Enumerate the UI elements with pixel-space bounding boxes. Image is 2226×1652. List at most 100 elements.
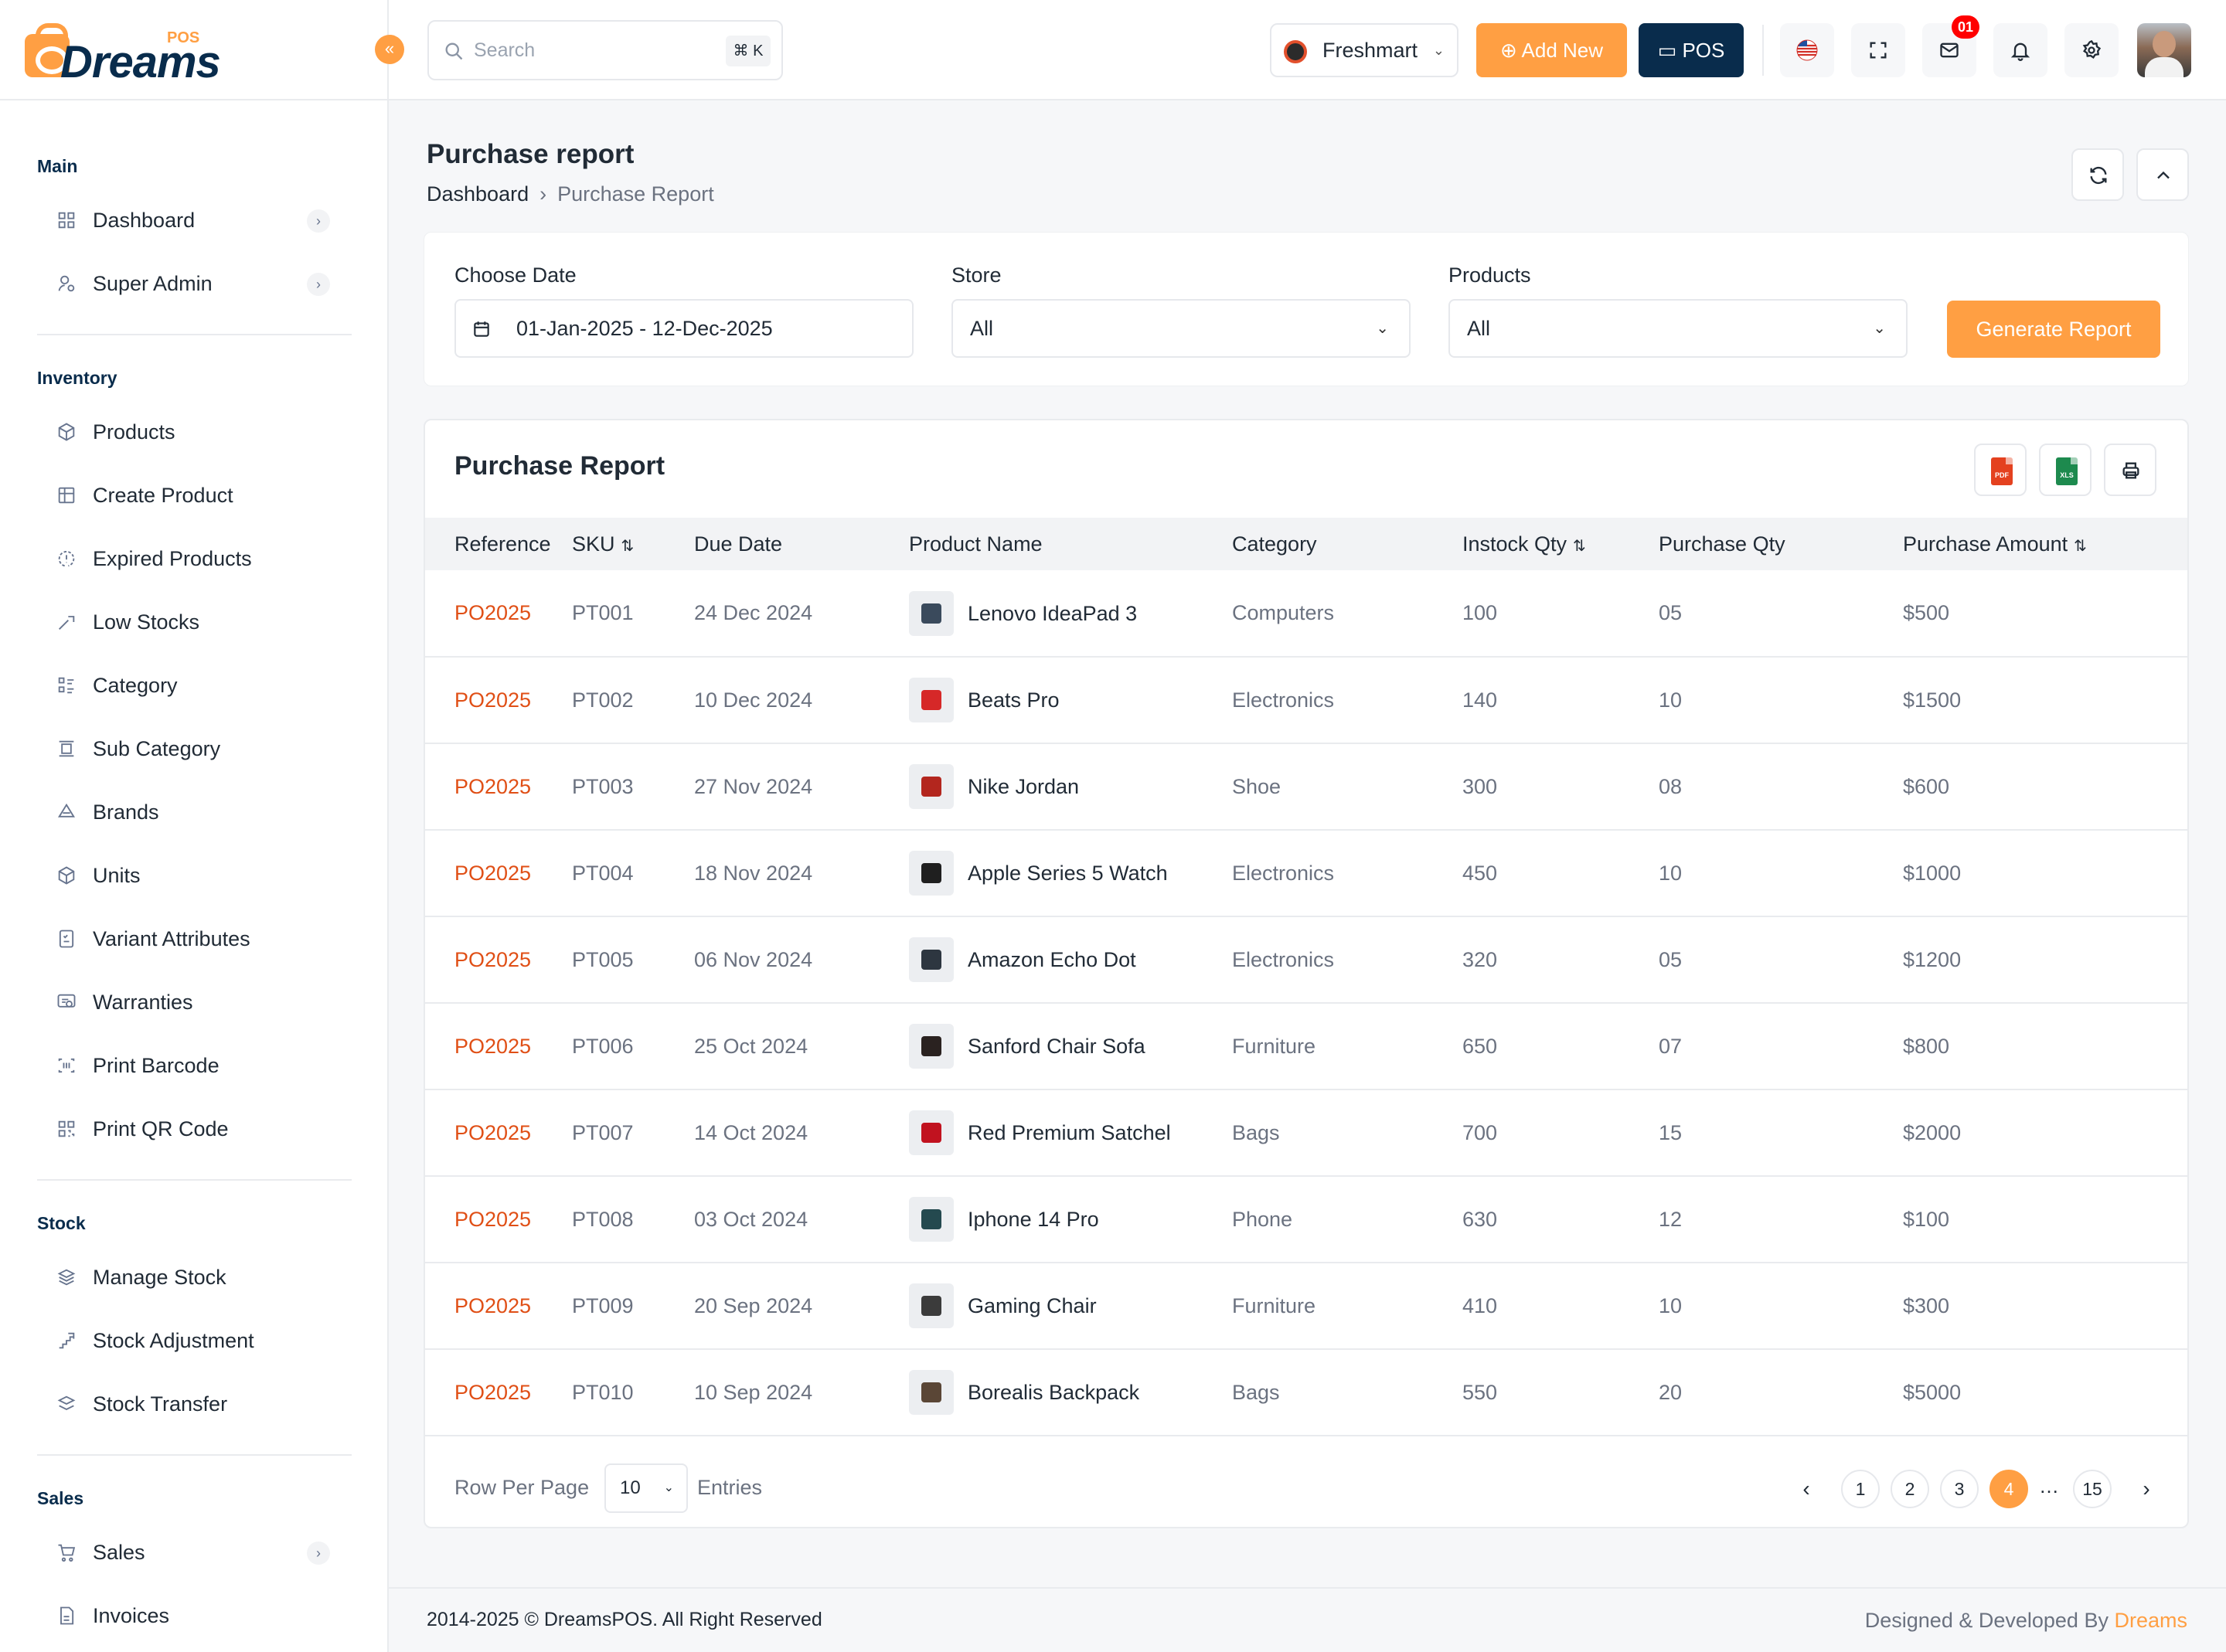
sidebar-item-stock-adjustment[interactable]: Stock Adjustment [0,1309,389,1372]
trending-down-icon [59,616,75,630]
page-title: Purchase report [427,139,635,169]
sidebar-item-products[interactable]: Products [0,400,389,464]
reference-link[interactable]: PO2025 [425,916,572,1004]
product-name[interactable]: Beats Pro [968,688,1060,712]
reference-link[interactable]: PO2025 [425,570,572,658]
sku-cell: PT007 [572,1089,694,1177]
fullscreen-button[interactable] [1851,23,1905,77]
search-box[interactable]: ⌘ K [427,20,783,80]
reference-link[interactable]: PO2025 [425,1003,572,1090]
sort-icon[interactable]: ⇅ [621,537,635,555]
sidebar-item-invoices[interactable]: Invoices [0,1584,389,1647]
language-button[interactable] [1780,23,1834,77]
box-icon [58,423,75,441]
products-select[interactable]: All ⌄ [1448,299,1908,358]
rows-per-page-select[interactable]: 10 ⌄ [604,1463,688,1513]
col-instock-qty[interactable]: Instock Qty ⇅ [1462,518,1659,570]
sidebar-item-label: Sales [93,1541,145,1564]
notifications-button[interactable] [1993,23,2047,77]
sidebar-item-sales[interactable]: Sales › [0,1521,389,1584]
product-name[interactable]: Red Premium Satchel [968,1121,1171,1144]
col-sku[interactable]: SKU ⇅ [572,518,694,570]
collapse-header-button[interactable] [2136,148,2189,201]
settings-button[interactable] [2064,23,2119,77]
sort-icon[interactable]: ⇅ [1573,537,1586,555]
sidebar-item-brands[interactable]: Brands [0,780,389,844]
due-date-cell: 27 Nov 2024 [694,743,909,831]
reference-link[interactable]: PO2025 [425,743,572,831]
sidebar-item-print-barcode[interactable]: Print Barcode [0,1034,389,1097]
bell-icon [2010,42,2030,61]
category-cell: Computers [1232,570,1462,658]
product-name[interactable]: Apple Series 5 Watch [968,862,1168,885]
table-row: PO2025 PT008 03 Oct 2024 Iphone 14 Pro Phone… [425,1176,2187,1263]
store-select-value: All [970,317,994,340]
collapse-sidebar-button[interactable]: « [375,35,404,64]
sidebar-item-super-admin[interactable]: Super Admin › [0,252,389,315]
sidebar-item-label: Stock Transfer [93,1392,228,1416]
sidebar-item-variant-attributes[interactable]: Variant Attributes [0,907,389,970]
page-1-button[interactable]: 1 [1841,1470,1880,1508]
reference-link[interactable]: PO2025 [425,830,572,917]
sidebar-item-expired-products[interactable]: Expired Products [0,527,389,590]
sidebar-divider [37,334,352,335]
product-thumbnail [909,590,954,636]
store-select[interactable]: All ⌄ [951,299,1411,358]
instock-qty-cell: 100 [1462,570,1659,658]
refresh-button[interactable] [2071,148,2124,201]
next-page-button[interactable]: › [2143,1477,2150,1501]
category-cell: Electronics [1232,916,1462,1004]
sort-icon[interactable]: ⇅ [2074,537,2087,555]
sidebar-item-manage-stock[interactable]: Manage Stock [0,1246,389,1309]
store-selector[interactable]: Freshmart ⌄ [1270,23,1458,77]
sidebar-item-sub-category[interactable]: Sub Category [0,717,389,780]
product-name[interactable]: Borealis Backpack [968,1381,1140,1404]
sidebar-item-print-qr-code[interactable]: Print QR Code [0,1097,389,1161]
pos-button[interactable]: ▭ POS [1639,23,1744,77]
page-2-button[interactable]: 2 [1891,1470,1929,1508]
sidebar-item-dashboard[interactable]: Dashboard › [0,189,389,252]
export-pdf-button[interactable]: PDF [1974,444,2027,496]
reference-link[interactable]: PO2025 [425,1176,572,1263]
sidebar-item-units[interactable]: Units [0,844,389,907]
sidebar-item-low-stocks[interactable]: Low Stocks [0,590,389,654]
logo[interactable]: Dreams POS [23,20,221,85]
table-row: PO2025 PT003 27 Nov 2024 Nike Jordan Shoe 300… [425,743,2187,831]
col-purchase-amount[interactable]: Purchase Amount ⇅ [1903,518,2187,570]
sidebar-item-warranties[interactable]: Warranties [0,970,389,1034]
breadcrumb-home[interactable]: Dashboard [427,182,529,206]
sidebar-item-label: Products [93,420,175,444]
instock-qty-cell: 700 [1462,1089,1659,1177]
sidebar-item-stock-transfer[interactable]: Stock Transfer [0,1372,389,1436]
credit-brand-link[interactable]: Dreams [2114,1609,2187,1632]
product-name[interactable]: Nike Jordan [968,775,1080,798]
add-new-button[interactable]: ⊕ Add New [1476,23,1627,77]
sidebar-item-category[interactable]: Category [0,654,389,717]
reference-link[interactable]: PO2025 [425,1089,572,1177]
page-15-button[interactable]: 15 [2073,1470,2112,1508]
page-3-button[interactable]: 3 [1940,1470,1979,1508]
user-avatar[interactable] [2137,23,2191,77]
date-range-input[interactable]: 01-Jan-2025 - 12-Dec-2025 [454,299,914,358]
generate-report-button[interactable]: Generate Report [1947,301,2160,358]
sidebar-item-create-product[interactable]: Create Product [0,464,389,527]
reference-link[interactable]: PO2025 [425,657,572,744]
messages-button[interactable]: 01 [1922,15,1979,77]
product-name[interactable]: Lenovo IdeaPad 3 [968,601,1138,625]
reference-link[interactable]: PO2025 [425,1263,572,1350]
due-date-cell: 20 Sep 2024 [694,1263,909,1350]
product-name[interactable]: Gaming Chair [968,1294,1097,1317]
prev-page-button[interactable]: ‹ [1802,1477,1810,1501]
product-name[interactable]: Iphone 14 Pro [968,1208,1099,1231]
grid-icon [58,212,75,229]
product-name[interactable]: Sanford Chair Sofa [968,1035,1145,1058]
search-input[interactable] [472,32,704,68]
product-name[interactable]: Amazon Echo Dot [968,948,1136,971]
certificate-icon [57,994,76,1008]
reference-link[interactable]: PO2025 [425,1349,572,1436]
export-excel-button[interactable]: XLS [2039,444,2092,496]
mail-icon [1940,42,1959,58]
print-button[interactable] [2104,444,2156,496]
page-4-button[interactable]: 4 [1989,1470,2028,1508]
rows-per-page-value: 10 [620,1477,641,1498]
